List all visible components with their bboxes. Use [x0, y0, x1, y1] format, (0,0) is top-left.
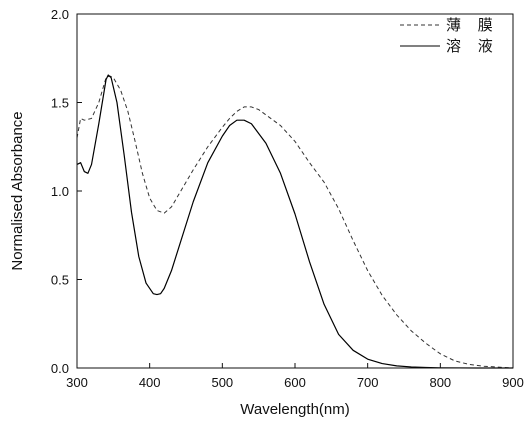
x-tick-label: 900 — [502, 375, 524, 390]
x-tick-label: 600 — [284, 375, 306, 390]
y-tick-label: 2.0 — [51, 7, 69, 22]
x-axis-title: Wavelength(nm) — [240, 401, 349, 418]
x-tick-label: 500 — [211, 375, 233, 390]
y-tick-label: 1.5 — [51, 96, 69, 111]
y-tick-label: 1.0 — [51, 184, 69, 199]
legend-label-film: 薄 膜 — [446, 16, 499, 34]
x-tick-label: 400 — [139, 375, 161, 390]
y-tick-label: 0.0 — [51, 361, 69, 376]
y-tick-label: 0.5 — [51, 273, 69, 288]
x-tick-label: 700 — [357, 375, 379, 390]
y-axis-title: Normalised Absorbance — [9, 111, 26, 270]
x-tick-label: 300 — [66, 375, 88, 390]
legend-label-solution: 溶 液 — [446, 37, 499, 55]
x-tick-label: 800 — [429, 375, 451, 390]
